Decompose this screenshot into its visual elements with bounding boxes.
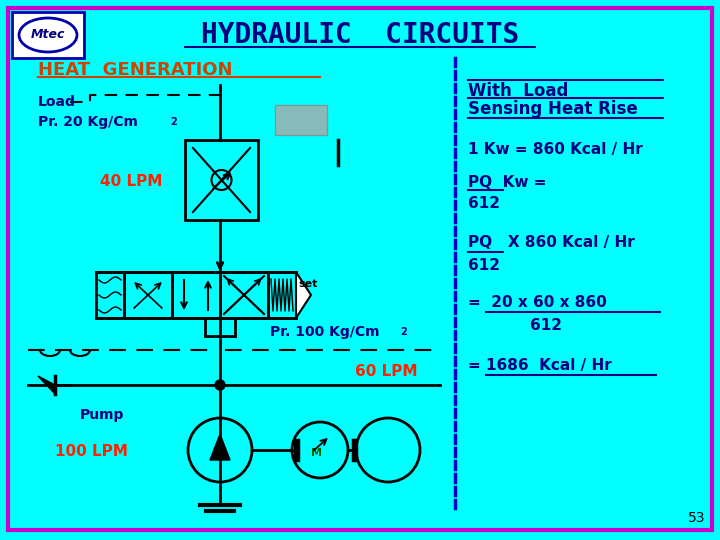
- Bar: [124, 272, 172, 318]
- Text: Pr. 100 Kg/Cm: Pr. 100 Kg/Cm: [270, 325, 379, 339]
- Text: Sensing Heat Rise: Sensing Heat Rise: [468, 100, 638, 118]
- Text: HYDRAULIC  CIRCUITS: HYDRAULIC CIRCUITS: [201, 21, 519, 49]
- Polygon shape: [210, 434, 230, 460]
- Bar: [12, 12, 84, 58]
- Bar: [96, 272, 124, 318]
- Text: Pr. 20 Kg/Cm: Pr. 20 Kg/Cm: [38, 115, 138, 129]
- Bar: [172, 272, 220, 318]
- Text: PQ  Kw =: PQ Kw =: [468, 175, 546, 190]
- Text: 40 LPM: 40 LPM: [100, 174, 163, 190]
- Text: 2: 2: [400, 327, 407, 337]
- Bar: [275, 105, 327, 135]
- Bar: [185, 140, 258, 220]
- Text: set: set: [298, 279, 318, 289]
- Bar: [268, 272, 296, 318]
- Text: 1 Kw = 860 Kcal / Hr: 1 Kw = 860 Kcal / Hr: [468, 142, 643, 157]
- Text: 60 LPM: 60 LPM: [355, 364, 418, 380]
- Text: 2: 2: [170, 117, 176, 127]
- Text: 53: 53: [688, 511, 705, 525]
- Text: 100 LPM: 100 LPM: [55, 444, 128, 460]
- Text: = 1686  Kcal / Hr: = 1686 Kcal / Hr: [468, 358, 612, 373]
- Text: 612: 612: [530, 318, 562, 333]
- Polygon shape: [296, 272, 311, 318]
- Text: 612: 612: [468, 196, 500, 211]
- Text: 612: 612: [468, 258, 500, 273]
- Text: HEAT  GENERATION: HEAT GENERATION: [38, 61, 233, 79]
- Text: Mtec: Mtec: [31, 29, 66, 42]
- Text: Load: Load: [38, 95, 76, 109]
- Bar: [220, 272, 268, 318]
- Polygon shape: [38, 376, 55, 394]
- Text: =  20 x 60 x 860: = 20 x 60 x 860: [468, 295, 607, 310]
- Text: PQ   X 860 Kcal / Hr: PQ X 860 Kcal / Hr: [468, 235, 635, 250]
- Text: M: M: [312, 448, 323, 458]
- Circle shape: [215, 380, 225, 390]
- Text: Pump: Pump: [80, 408, 125, 422]
- Text: With  Load: With Load: [468, 82, 568, 100]
